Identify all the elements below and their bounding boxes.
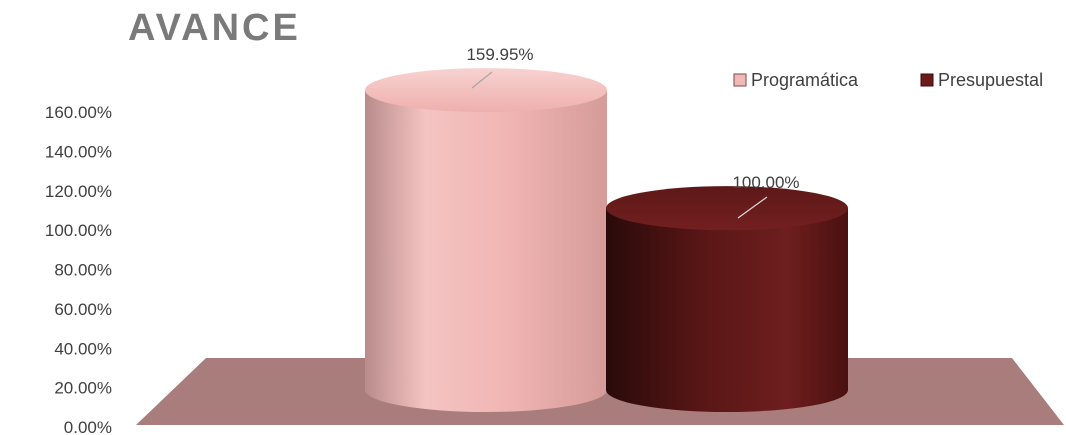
legend-label: Programática [751, 70, 859, 90]
data-labels: 159.95% 100.00% [466, 45, 800, 219]
y-tick-label: 60.00% [54, 300, 112, 319]
bar-presupuestal [606, 186, 848, 412]
data-label-leader [471, 71, 493, 89]
legend-swatch [920, 73, 934, 87]
legend-swatch [733, 73, 747, 87]
y-tick-label: 100.00% [45, 221, 112, 240]
y-axis: 0.00% 20.00% 40.00% 60.00% 80.00% 100.00% 120.… [45, 103, 112, 435]
legend: Programática Presupuestal [733, 70, 1043, 90]
y-tick-label: 0.00% [64, 418, 112, 435]
y-tick-label: 40.00% [54, 339, 112, 358]
y-tick-label: 120.00% [45, 182, 112, 201]
data-label-leader [737, 196, 768, 219]
data-label: 159.95% [466, 45, 533, 64]
legend-label: Presupuestal [938, 70, 1043, 90]
chart-title: AVANCE [128, 7, 301, 49]
y-tick-label: 20.00% [54, 379, 112, 398]
bar-programatica [365, 68, 607, 412]
y-tick-label: 140.00% [45, 142, 112, 161]
bars [365, 68, 848, 412]
data-label: 100.00% [732, 173, 799, 192]
legend-item: Presupuestal [920, 70, 1043, 90]
y-tick-label: 160.00% [45, 103, 112, 122]
bar-body [606, 208, 848, 412]
bar-top [365, 68, 607, 113]
y-tick-label: 80.00% [54, 261, 112, 280]
legend-item: Programática [733, 70, 859, 90]
bar-body [365, 90, 607, 412]
bar-top [606, 186, 848, 231]
